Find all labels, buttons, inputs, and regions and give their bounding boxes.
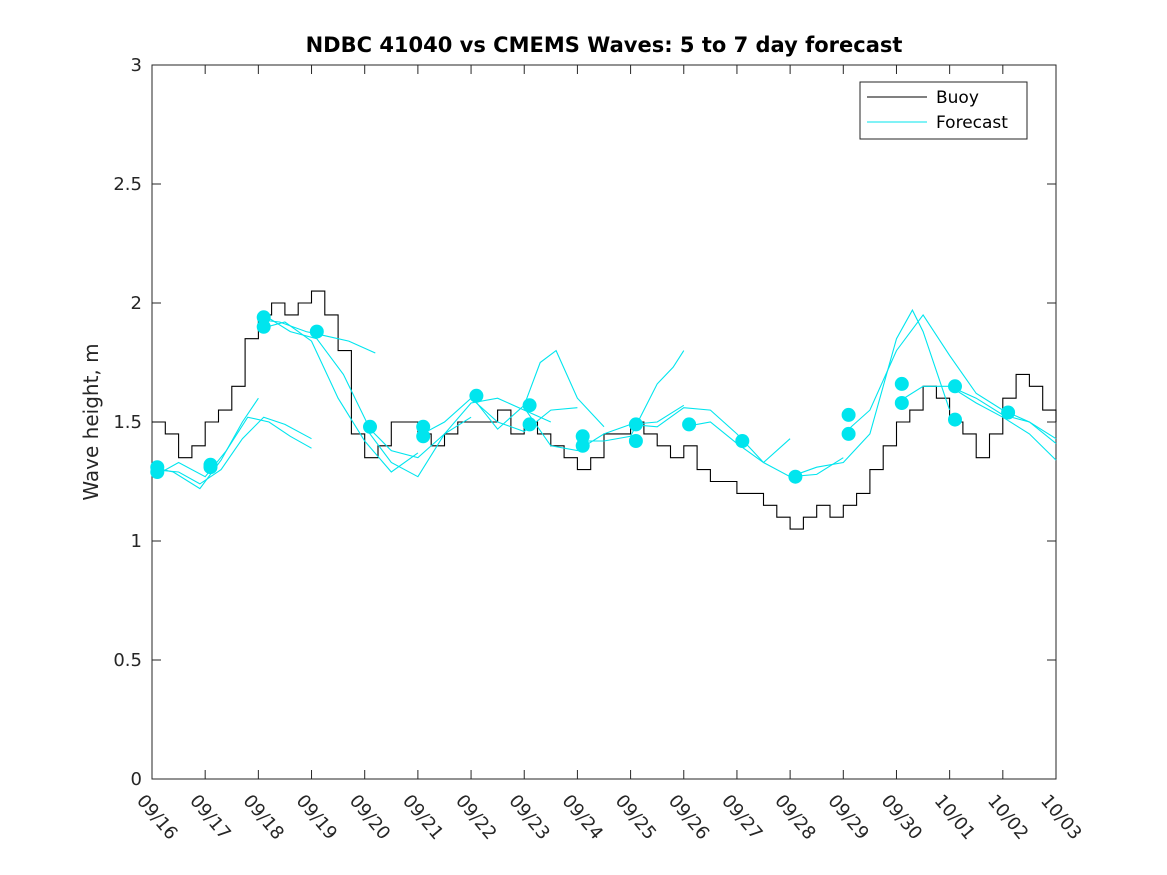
forecast-line (151, 397, 259, 490)
forecast-line (364, 397, 552, 478)
forecast-marker (575, 438, 590, 453)
forecast-marker (628, 417, 643, 432)
forecast-marker (522, 398, 537, 413)
chart-title: NDBC 41040 vs CMEMS Waves: 5 to 7 day fo… (306, 33, 903, 57)
forecast-marker (256, 319, 271, 334)
forecast-marker (203, 460, 218, 475)
y-tick-label: 2.5 (113, 174, 142, 195)
forecast-marker (788, 469, 803, 484)
forecast-marker (682, 417, 697, 432)
forecast-line (683, 421, 844, 478)
y-tick-label: 2 (131, 293, 142, 314)
forecast-marker (416, 429, 431, 444)
legend-box (859, 81, 1028, 140)
forecast-line (417, 397, 578, 437)
legend-buoy-label: Buoy (936, 88, 979, 108)
forecast-marker (894, 376, 909, 391)
forecast-line (789, 308, 951, 478)
forecast-line (896, 385, 1057, 461)
forecast-marker (628, 434, 643, 448)
forecast-line (842, 313, 1057, 440)
forecast-marker (894, 396, 909, 410)
forecast-marker (948, 412, 962, 427)
forecast-line (258, 321, 419, 473)
y-tick-label: 0.5 (113, 650, 142, 671)
y-axis-label: Wave height, m (79, 343, 103, 500)
y-tick-label: 0 (131, 769, 142, 790)
forecast-marker (150, 465, 165, 479)
forecast-marker (309, 324, 324, 339)
forecast-marker (841, 407, 856, 422)
y-tick-label: 1 (131, 531, 142, 552)
legend-forecast-label: Forecast (936, 113, 1008, 133)
forecast-marker (469, 388, 484, 403)
forecast-marker (735, 434, 750, 448)
forecast-line (470, 349, 605, 430)
forecast-line (523, 404, 685, 452)
y-tick-label: 3 (131, 55, 142, 76)
forecast-line (151, 416, 312, 485)
axes-box (151, 64, 1057, 780)
forecast-line (157, 416, 312, 478)
forecast-marker (1001, 405, 1016, 420)
forecast-marker (948, 379, 962, 394)
forecast-line (577, 350, 685, 442)
forecast-marker (841, 426, 856, 441)
forecast-marker (522, 417, 537, 432)
legend: Buoy Forecast (859, 81, 1028, 140)
y-tick-label: 1.5 (113, 412, 142, 433)
forecast-marker (363, 419, 377, 434)
